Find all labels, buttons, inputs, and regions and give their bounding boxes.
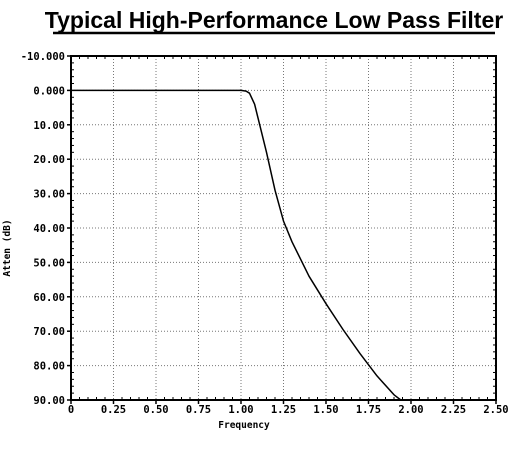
y-tick-label: 60.00 bbox=[33, 292, 65, 304]
x-tick-label: 0.25 bbox=[101, 404, 126, 416]
y-tick-label: 30.00 bbox=[33, 189, 65, 201]
y-tick-label: 0.000 bbox=[33, 85, 65, 97]
plot-border bbox=[70, 55, 497, 401]
y-tick-label: 20.00 bbox=[33, 154, 65, 166]
series-line-0 bbox=[71, 89, 402, 401]
y-tick-label: 70.00 bbox=[33, 326, 65, 338]
x-tick-label: 0.75 bbox=[186, 404, 211, 416]
x-tick-label: 2.00 bbox=[398, 404, 423, 416]
x-tick-label: 0.50 bbox=[143, 404, 168, 416]
x-tick-label: 2.25 bbox=[441, 404, 466, 416]
y-tick-label: 50.00 bbox=[33, 257, 65, 269]
x-tick-label: 2.50 bbox=[483, 404, 508, 416]
x-axis-label: Frequency bbox=[218, 420, 270, 431]
y-tick-label: -10.000 bbox=[21, 51, 65, 63]
series-layer bbox=[71, 89, 402, 401]
y-axis-label: Atten (dB) bbox=[2, 219, 13, 276]
y-tick-label: 10.00 bbox=[33, 120, 65, 132]
y-tick-label: 80.00 bbox=[33, 361, 65, 373]
y-tick-label: 40.00 bbox=[33, 223, 65, 235]
x-tick-label: 1.25 bbox=[271, 404, 296, 416]
grid bbox=[71, 56, 496, 400]
y-tick-label: 90.00 bbox=[33, 395, 65, 407]
plot-frame bbox=[67, 55, 497, 404]
x-tick-label: 1.75 bbox=[356, 404, 381, 416]
x-tick-label: 1.50 bbox=[313, 404, 338, 416]
chart-title: Typical High-Performance Low Pass Filter bbox=[45, 7, 503, 33]
x-tick-labels: 0 0.25 0.50 0.75 1.00 1.25 1.50 1.75 2.00 2.25 2.5… bbox=[68, 404, 509, 416]
x-tick-label: 0 bbox=[68, 404, 74, 416]
y-tick-labels: -10.000 0.000 10.00 20.00 30.00 40.00 50.00 60.… bbox=[21, 51, 65, 407]
x-tick-label: 1.00 bbox=[228, 404, 253, 416]
